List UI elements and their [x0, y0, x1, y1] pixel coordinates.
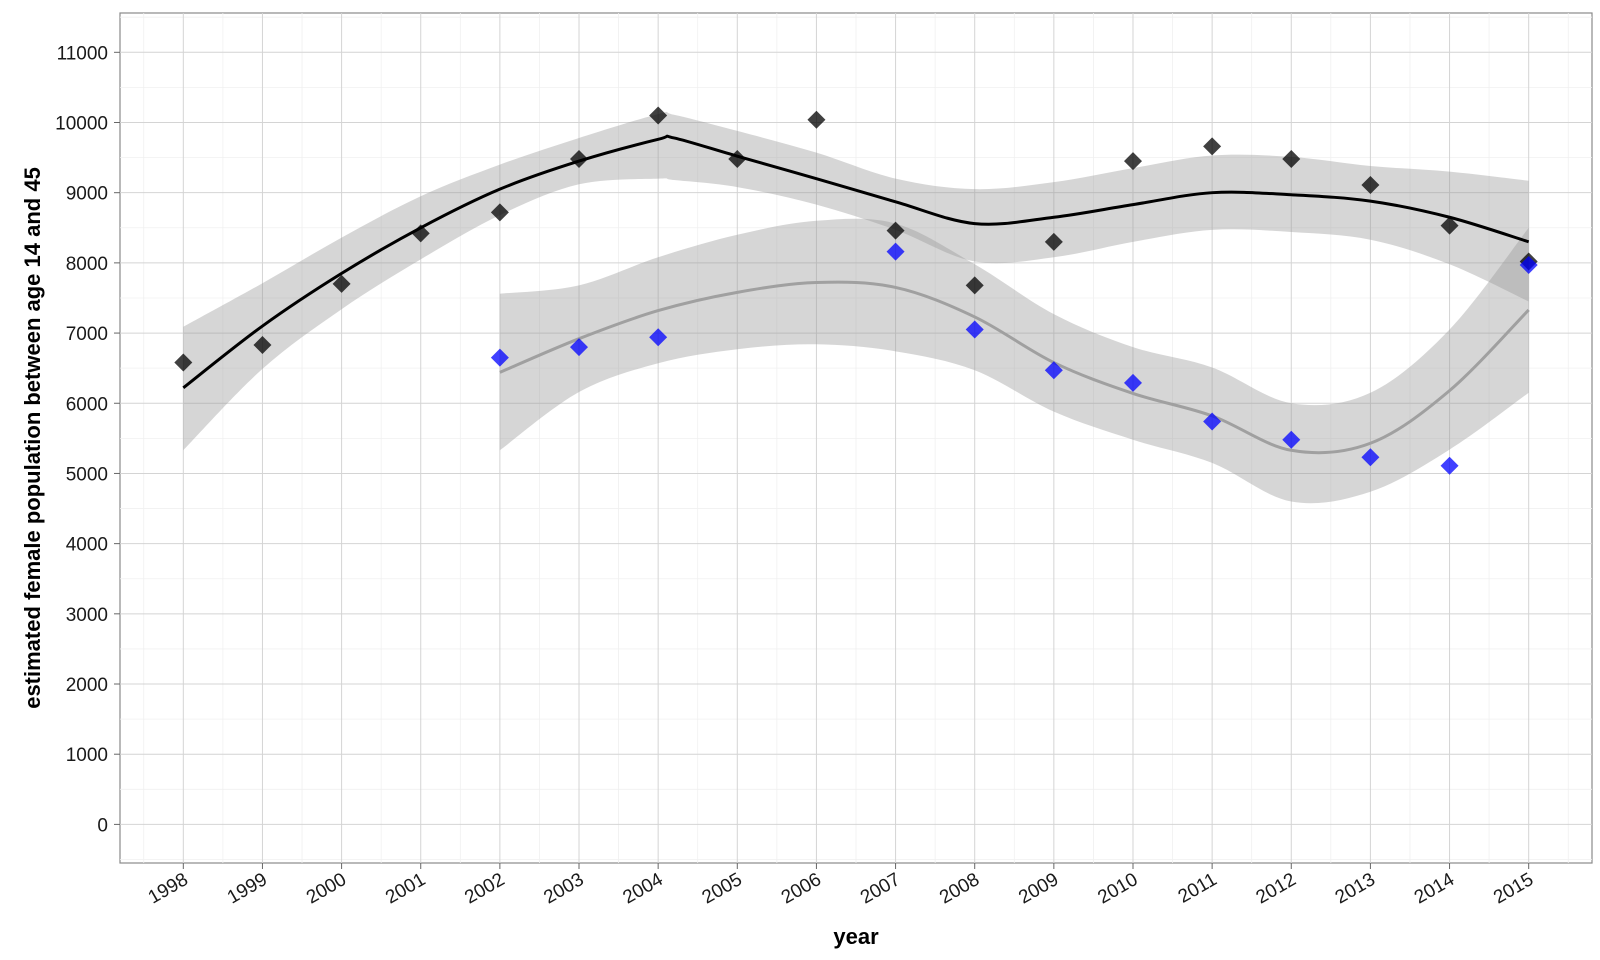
data-point-series-2 [1282, 430, 1301, 449]
y-tick-label: 10000 [55, 113, 108, 134]
x-axis: 1998 1999 2000 2001 2002 2003 2004 2005 2006 2007… [145, 863, 1537, 908]
y-tick-label: 2000 [66, 675, 108, 696]
data-point-series-2 [1440, 456, 1459, 475]
data-point-series-1 [886, 221, 905, 240]
data-point-series-1 [570, 149, 589, 168]
x-tick-label: 2002 [461, 869, 508, 908]
data-point-series-1 [1203, 137, 1222, 156]
data-point-series-2 [965, 320, 984, 339]
x-tick-label: 2005 [699, 869, 746, 908]
y-tick-label: 1000 [66, 745, 108, 766]
x-tick-label: 1999 [224, 869, 271, 908]
y-tick-label: 6000 [66, 394, 108, 415]
x-tick-label: 2011 [1175, 869, 1221, 908]
x-tick-label: 2004 [620, 869, 667, 909]
data-point-series-1 [728, 149, 747, 168]
y-tick-label: 5000 [66, 464, 108, 485]
data-point-series-2 [1519, 255, 1538, 274]
grid-minor [120, 13, 1592, 863]
data-point-series-2 [886, 242, 905, 261]
data-point-series-2 [1044, 361, 1063, 380]
smooth-line-2 [499, 280, 1530, 455]
y-axis: 0 1000 2000 3000 4000 5000 6000 7000 8000 9000 100… [55, 43, 120, 836]
x-tick-label: 2007 [857, 869, 904, 908]
data-point-series-1 [411, 224, 430, 243]
x-tick-label: 2014 [1411, 869, 1458, 909]
y-tick-label: 3000 [66, 605, 108, 626]
data-point-series-1 [253, 335, 272, 354]
data-point-series-1 [1282, 149, 1301, 168]
data-point-series-1 [1123, 152, 1142, 171]
y-tick-label: 9000 [66, 184, 108, 205]
data-point-series-1 [807, 110, 826, 129]
data-point-series-2 [1123, 373, 1142, 392]
data-point-series-1 [332, 274, 351, 293]
x-tick-label: 2006 [778, 869, 825, 908]
y-tick-label: 11000 [57, 43, 108, 64]
confidence-ribbon-1 [183, 111, 1529, 451]
data-point-series-2 [570, 338, 589, 357]
x-tick-label: 2009 [1015, 869, 1062, 908]
smooth-lines [182, 134, 1530, 455]
y-tick-label: 4000 [66, 535, 108, 556]
data-point-series-1 [1044, 232, 1063, 251]
y-axis-title: estimated female population between age … [20, 167, 45, 709]
y-tick-label: 7000 [66, 324, 108, 345]
x-tick-label: 2008 [936, 869, 983, 908]
data-point-series-1 [174, 353, 193, 372]
data-point-series-1 [1440, 216, 1459, 235]
x-tick-label: 1998 [145, 869, 192, 908]
x-tick-label: 2003 [540, 869, 587, 908]
x-tick-label: 2000 [303, 869, 350, 908]
y-tick-label: 8000 [66, 254, 108, 275]
data-point-series-1 [965, 276, 984, 295]
data-point-series-1 [1361, 175, 1380, 194]
x-tick-label: 2010 [1094, 869, 1141, 908]
x-tick-label: 2013 [1332, 869, 1379, 908]
data-point-series-2 [649, 328, 668, 347]
data-point-series-2 [490, 348, 509, 367]
x-tick-label: 2001 [382, 869, 429, 908]
x-axis-title: year [833, 924, 879, 949]
x-tick-label: 2015 [1490, 869, 1537, 908]
smooth-line-1 [182, 134, 1530, 389]
data-point-series-2 [1203, 412, 1222, 431]
data-points [174, 106, 1538, 475]
y-tick-label: 0 [97, 815, 108, 836]
data-point-series-1 [649, 106, 668, 125]
data-point-series-1 [490, 203, 509, 222]
data-point-series-2 [1361, 448, 1380, 467]
x-tick-label: 2012 [1253, 869, 1300, 908]
